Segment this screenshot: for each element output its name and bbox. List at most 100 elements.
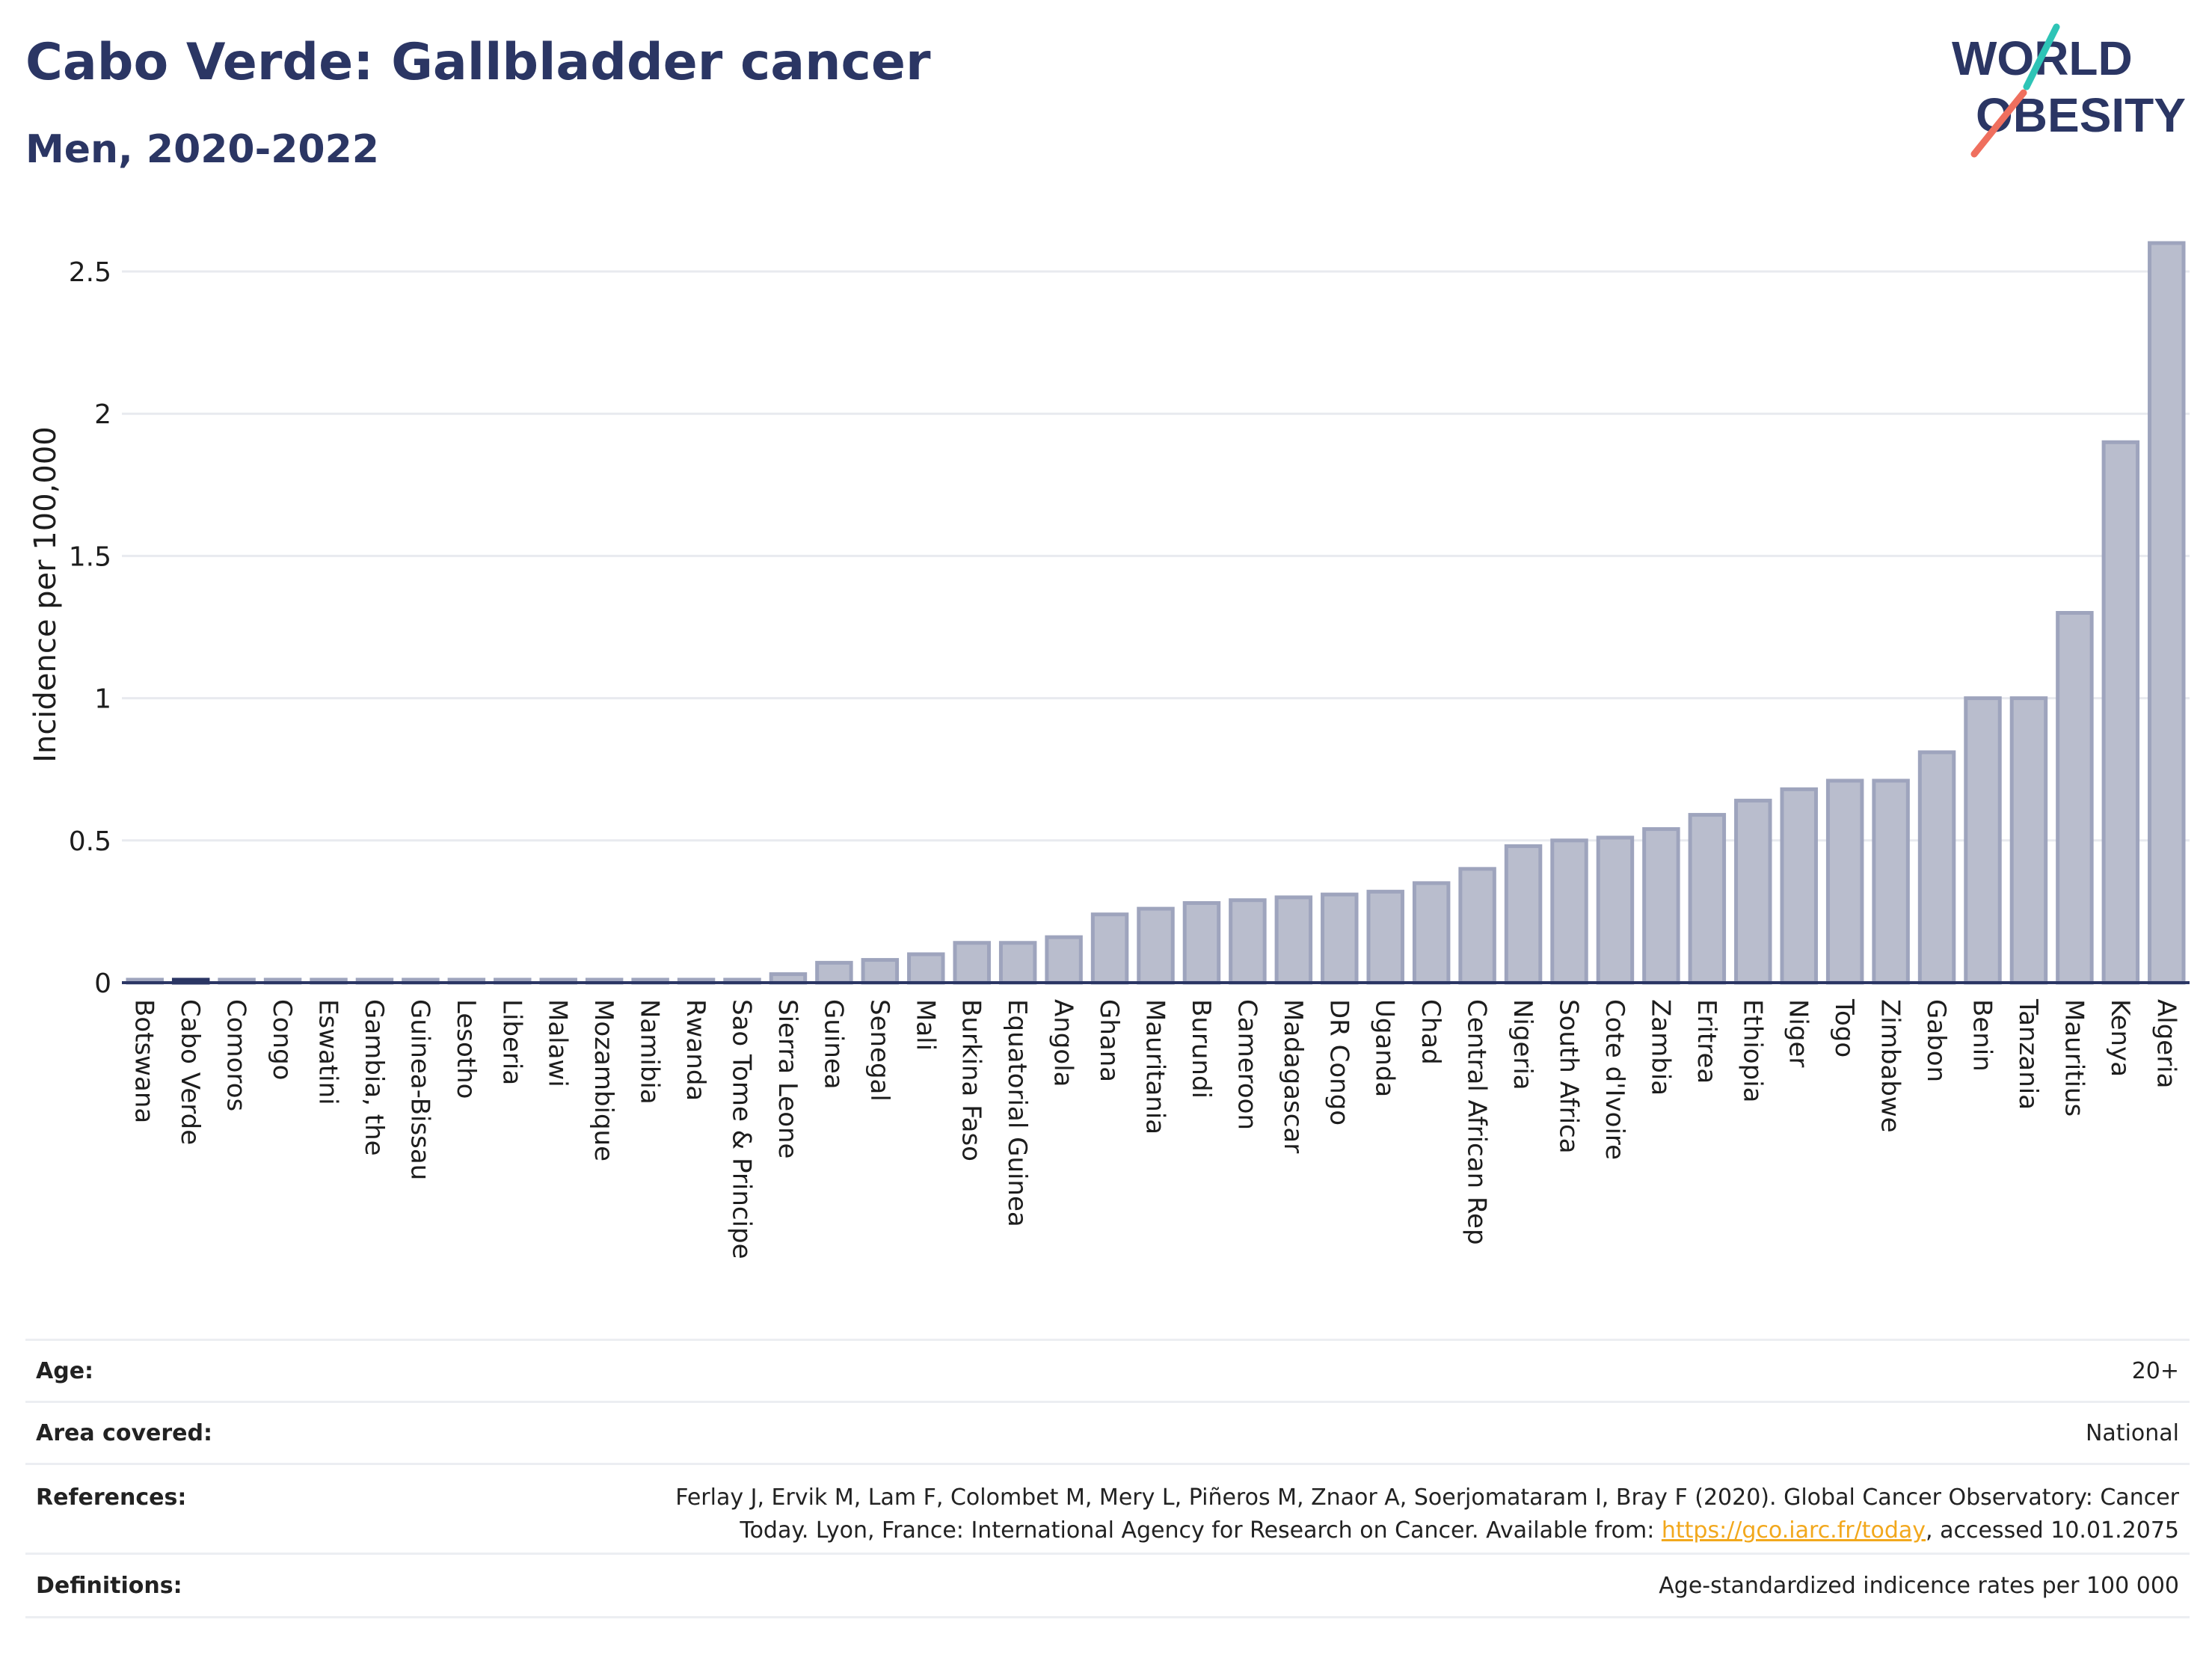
age-value: 20+ xyxy=(2131,1357,2179,1384)
bar xyxy=(1504,844,1543,985)
bar xyxy=(1229,898,1267,985)
bar xyxy=(1825,779,1864,985)
x-tick-label: Guinea xyxy=(818,999,848,1090)
x-tick-label: Sierra Leone xyxy=(772,999,802,1158)
logo-slash-teal xyxy=(2023,23,2060,90)
bar xyxy=(2148,241,2186,985)
x-tick-label: Ghana xyxy=(1094,999,1124,1082)
x-tick-label: Nigeria xyxy=(1508,999,1537,1090)
bar xyxy=(2056,611,2094,985)
y-tick-label: 1.5 xyxy=(69,541,111,572)
page-subtitle: Men, 2020-2022 xyxy=(25,127,379,172)
bar xyxy=(1872,779,1910,985)
bar xyxy=(1182,900,1221,985)
bar xyxy=(1412,881,1451,985)
x-tick-label: Liberia xyxy=(497,999,526,1085)
x-tick-label: Tanzania xyxy=(2013,998,2043,1110)
x-tick-label: Cameroon xyxy=(1232,999,1262,1130)
bar xyxy=(953,941,991,985)
x-tick-label: Madagascar xyxy=(1278,999,1308,1153)
y-tick-label: 2.5 xyxy=(69,257,111,288)
x-tick-label: Niger xyxy=(1784,999,1813,1067)
world-obesity-logo: WORLD OBESITY xyxy=(1952,23,2186,158)
x-tick-label: Gambia, the xyxy=(359,999,389,1156)
x-tick-label: Kenya xyxy=(2105,999,2135,1077)
x-tick-label: Rwanda xyxy=(681,999,710,1101)
x-tick-label: Chad xyxy=(1416,999,1446,1065)
x-tick-label: Guinea-Bissau xyxy=(405,999,434,1180)
bar xyxy=(1917,750,1956,985)
bar-chart: 0 0.5 1 1.5 2 2.5 Botswana Cabo Verde Comoros Con… xyxy=(28,241,2190,1259)
age-label: Age: xyxy=(36,1357,94,1384)
x-tick-label: Mali xyxy=(910,999,940,1051)
info-row-age: Age: 20+ xyxy=(25,1339,2190,1401)
bar xyxy=(1964,696,2002,985)
x-tick-label: Gabon xyxy=(1921,999,1951,1082)
x-tick-label: Equatorial Guinea xyxy=(1002,999,1032,1227)
x-tick-label: Mauritania xyxy=(1140,999,1170,1134)
references-value: Ferlay J, Ervik M, Lam F, Colombet M, Me… xyxy=(675,1481,2179,1547)
bar xyxy=(1366,889,1404,985)
bar xyxy=(1642,827,1680,985)
x-tick-label: Mozambique xyxy=(589,999,618,1161)
x-tick-label: South Africa xyxy=(1554,999,1584,1154)
x-tick-label: Malawi xyxy=(543,999,573,1087)
area-value: National xyxy=(2085,1419,2179,1446)
x-tick-label: Congo xyxy=(267,999,297,1080)
page-title: Cabo Verde: Gallbladder cancer xyxy=(25,33,931,92)
y-tick-label: 1 xyxy=(94,684,111,715)
bar xyxy=(1734,799,1772,985)
bar xyxy=(815,960,853,985)
definitions-label: Definitions: xyxy=(36,1572,182,1599)
bar xyxy=(1274,895,1313,985)
logo-slash-coral xyxy=(1970,89,2027,158)
info-row-references: References: Ferlay J, Ervik M, Lam F, Co… xyxy=(25,1463,2190,1553)
x-tick-label: Botswana xyxy=(129,999,159,1123)
bar xyxy=(2009,696,2048,985)
references-text-1: Ferlay J, Ervik M, Lam F, Colombet M, Me… xyxy=(675,1484,2179,1511)
bar xyxy=(1458,867,1496,985)
x-tick-label: Eswatini xyxy=(313,999,343,1105)
x-tick-label: Algeria xyxy=(2151,999,2181,1088)
definitions-value: Age-standardized indicence rates per 100… xyxy=(1659,1572,2179,1599)
y-axis-label: Incidence per 100,000 xyxy=(28,426,63,763)
x-tick-label: Cote d'Ivoire xyxy=(1600,999,1629,1160)
bar xyxy=(1045,935,1083,985)
x-tick-label: Lesotho xyxy=(451,999,481,1099)
logo-line2: OBESITY xyxy=(1976,88,2186,142)
x-tick-label: Togo xyxy=(1829,998,1859,1057)
x-tick-label: Eritrea xyxy=(1692,999,1721,1084)
references-link[interactable]: https://gco.iarc.fr/today xyxy=(1661,1517,1926,1544)
x-tick-label: Zimbabwe xyxy=(1875,999,1905,1133)
x-tick-label: Uganda xyxy=(1370,999,1400,1097)
axes: 0 0.5 1 1.5 2 2.5 Botswana Cabo Verde Comoros Con… xyxy=(69,257,2190,1259)
bar xyxy=(1688,813,1727,985)
bar xyxy=(1090,912,1129,985)
x-tick-label: Angola xyxy=(1048,999,1078,1087)
bar xyxy=(1321,892,1359,985)
bar xyxy=(1596,835,1635,985)
y-tick-label: 0 xyxy=(94,968,111,999)
area-label: Area covered: xyxy=(36,1419,212,1446)
x-tick-label: Cabo Verde xyxy=(175,999,205,1145)
bar xyxy=(998,941,1037,985)
bar xyxy=(1780,787,1818,985)
x-tick-label: Burundi xyxy=(1186,999,1216,1099)
x-tick-label: Sao Tome & Principe xyxy=(727,999,757,1259)
x-tick-label: Senegal xyxy=(864,999,894,1102)
x-tick-label: Zambia xyxy=(1645,999,1675,1096)
x-tick-label: Ethiopia xyxy=(1737,999,1767,1102)
bar xyxy=(2101,440,2140,985)
x-tick-label: Comoros xyxy=(221,999,251,1111)
x-tick-label: Burkina Faso xyxy=(956,999,986,1161)
gridlines xyxy=(122,270,2190,842)
bar xyxy=(907,952,945,985)
references-text-3: , accessed 10.01.2075 xyxy=(1926,1517,2179,1544)
info-row-definitions: Definitions: Age-standardized indicence … xyxy=(25,1553,2190,1618)
y-tick-label: 2 xyxy=(94,399,111,430)
x-tick-label: Central African Rep xyxy=(1462,999,1492,1245)
x-tick-label: Mauritius xyxy=(2059,999,2089,1117)
bar xyxy=(1137,906,1175,985)
info-row-area: Area covered: National xyxy=(25,1401,2190,1463)
y-tick-label: 0.5 xyxy=(69,826,111,857)
